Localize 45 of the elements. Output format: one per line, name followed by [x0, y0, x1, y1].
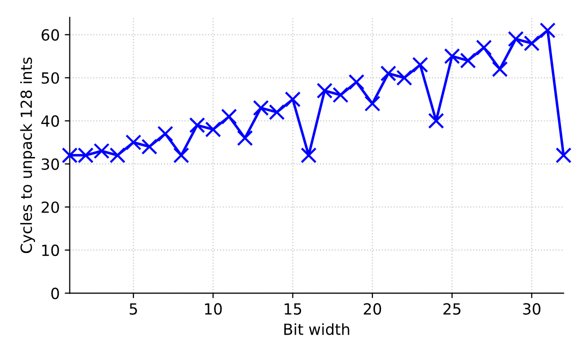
y-tick-label: 20 [42, 201, 59, 214]
point [94, 143, 110, 159]
y-tick-label: 40 [41, 115, 59, 127]
point [268, 104, 285, 120]
point [252, 100, 269, 116]
point [284, 91, 301, 108]
point [125, 134, 142, 150]
point [189, 117, 206, 134]
point [173, 147, 190, 164]
x-tick-label: 15 [284, 303, 302, 315]
point [364, 96, 380, 112]
point [556, 147, 572, 164]
y-tick-label: 10 [42, 244, 59, 256]
point [476, 40, 492, 56]
point [460, 52, 476, 69]
point [236, 130, 253, 146]
x-tick-label: 30 [523, 303, 540, 315]
point [205, 121, 222, 138]
point [332, 87, 349, 103]
point [444, 48, 460, 64]
point [396, 70, 412, 86]
point [428, 112, 444, 129]
x-tick-label: 20 [364, 303, 382, 315]
x-axis-title: Bit width [284, 323, 350, 336]
point [221, 108, 238, 125]
y-tick-label: 50 [42, 72, 59, 84]
point [300, 147, 317, 164]
point [141, 138, 158, 155]
point [157, 126, 174, 142]
y-tick-label: 0 [51, 288, 59, 300]
y-tick-label: 60 [42, 29, 59, 41]
point [110, 147, 126, 164]
point [316, 82, 333, 99]
point [540, 22, 556, 38]
point [348, 74, 364, 90]
y-axis-title: Cycles to unpack 128 ints [20, 57, 35, 254]
y-tick-label: 30 [42, 158, 59, 170]
x-tick-label: 10 [205, 303, 222, 315]
point [412, 56, 428, 73]
point [492, 61, 508, 78]
point [380, 65, 396, 82]
x-tick-label: 25 [443, 303, 460, 315]
x-tick-label: 5 [130, 303, 137, 315]
point [508, 31, 524, 47]
point [524, 35, 540, 52]
